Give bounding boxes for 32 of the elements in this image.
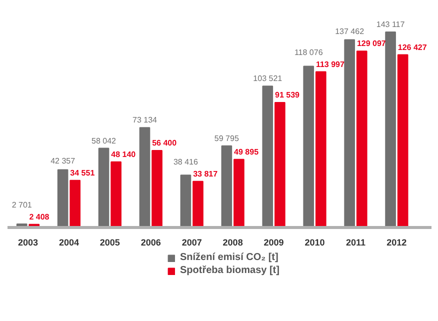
x-tick-label: 2011 [346, 238, 366, 248]
data-label: 38 416 [173, 157, 198, 166]
data-label: 42 357 [50, 156, 76, 166]
data-label: 113 997 [316, 60, 346, 69]
data-label: 34 551 [70, 168, 96, 178]
data-label: 49 895 [234, 147, 260, 156]
data-label: 91 539 [275, 90, 300, 100]
data-label: 48 140 [111, 150, 136, 159]
x-tick-label: 2009 [264, 238, 284, 248]
data-label: 143 117 [376, 20, 406, 29]
x-tick-label: 2010 [304, 238, 325, 248]
data-label: 2 701 [12, 200, 32, 210]
x-tick-label: 2008 [222, 238, 243, 248]
data-label: 103 521 [253, 74, 283, 84]
x-tick-label: 2003 [18, 238, 38, 248]
data-label: 56 400 [152, 138, 178, 148]
data-label: 137 462 [335, 27, 365, 36]
x-tick-label: 2012 [386, 238, 407, 248]
data-label: 118 076 [294, 48, 324, 57]
x-tick-label: 2007 [182, 238, 202, 248]
data-label: 59 795 [214, 134, 240, 143]
data-label: 129 097 [356, 39, 386, 48]
x-tick-label: 2006 [140, 238, 161, 248]
data-label: 126 427 [398, 42, 428, 52]
legend-label: Snížení emisí CO₂ [t] [180, 252, 278, 263]
x-tick-label: 2004 [58, 238, 79, 248]
data-label: 73 134 [132, 116, 158, 125]
data-label: 33 817 [193, 169, 218, 178]
data-label: 2 408 [29, 212, 50, 222]
x-tick-label: 2005 [100, 238, 120, 248]
data-label: 58 042 [92, 136, 117, 146]
legend-label: Spotřeba biomasy [t] [180, 265, 280, 276]
